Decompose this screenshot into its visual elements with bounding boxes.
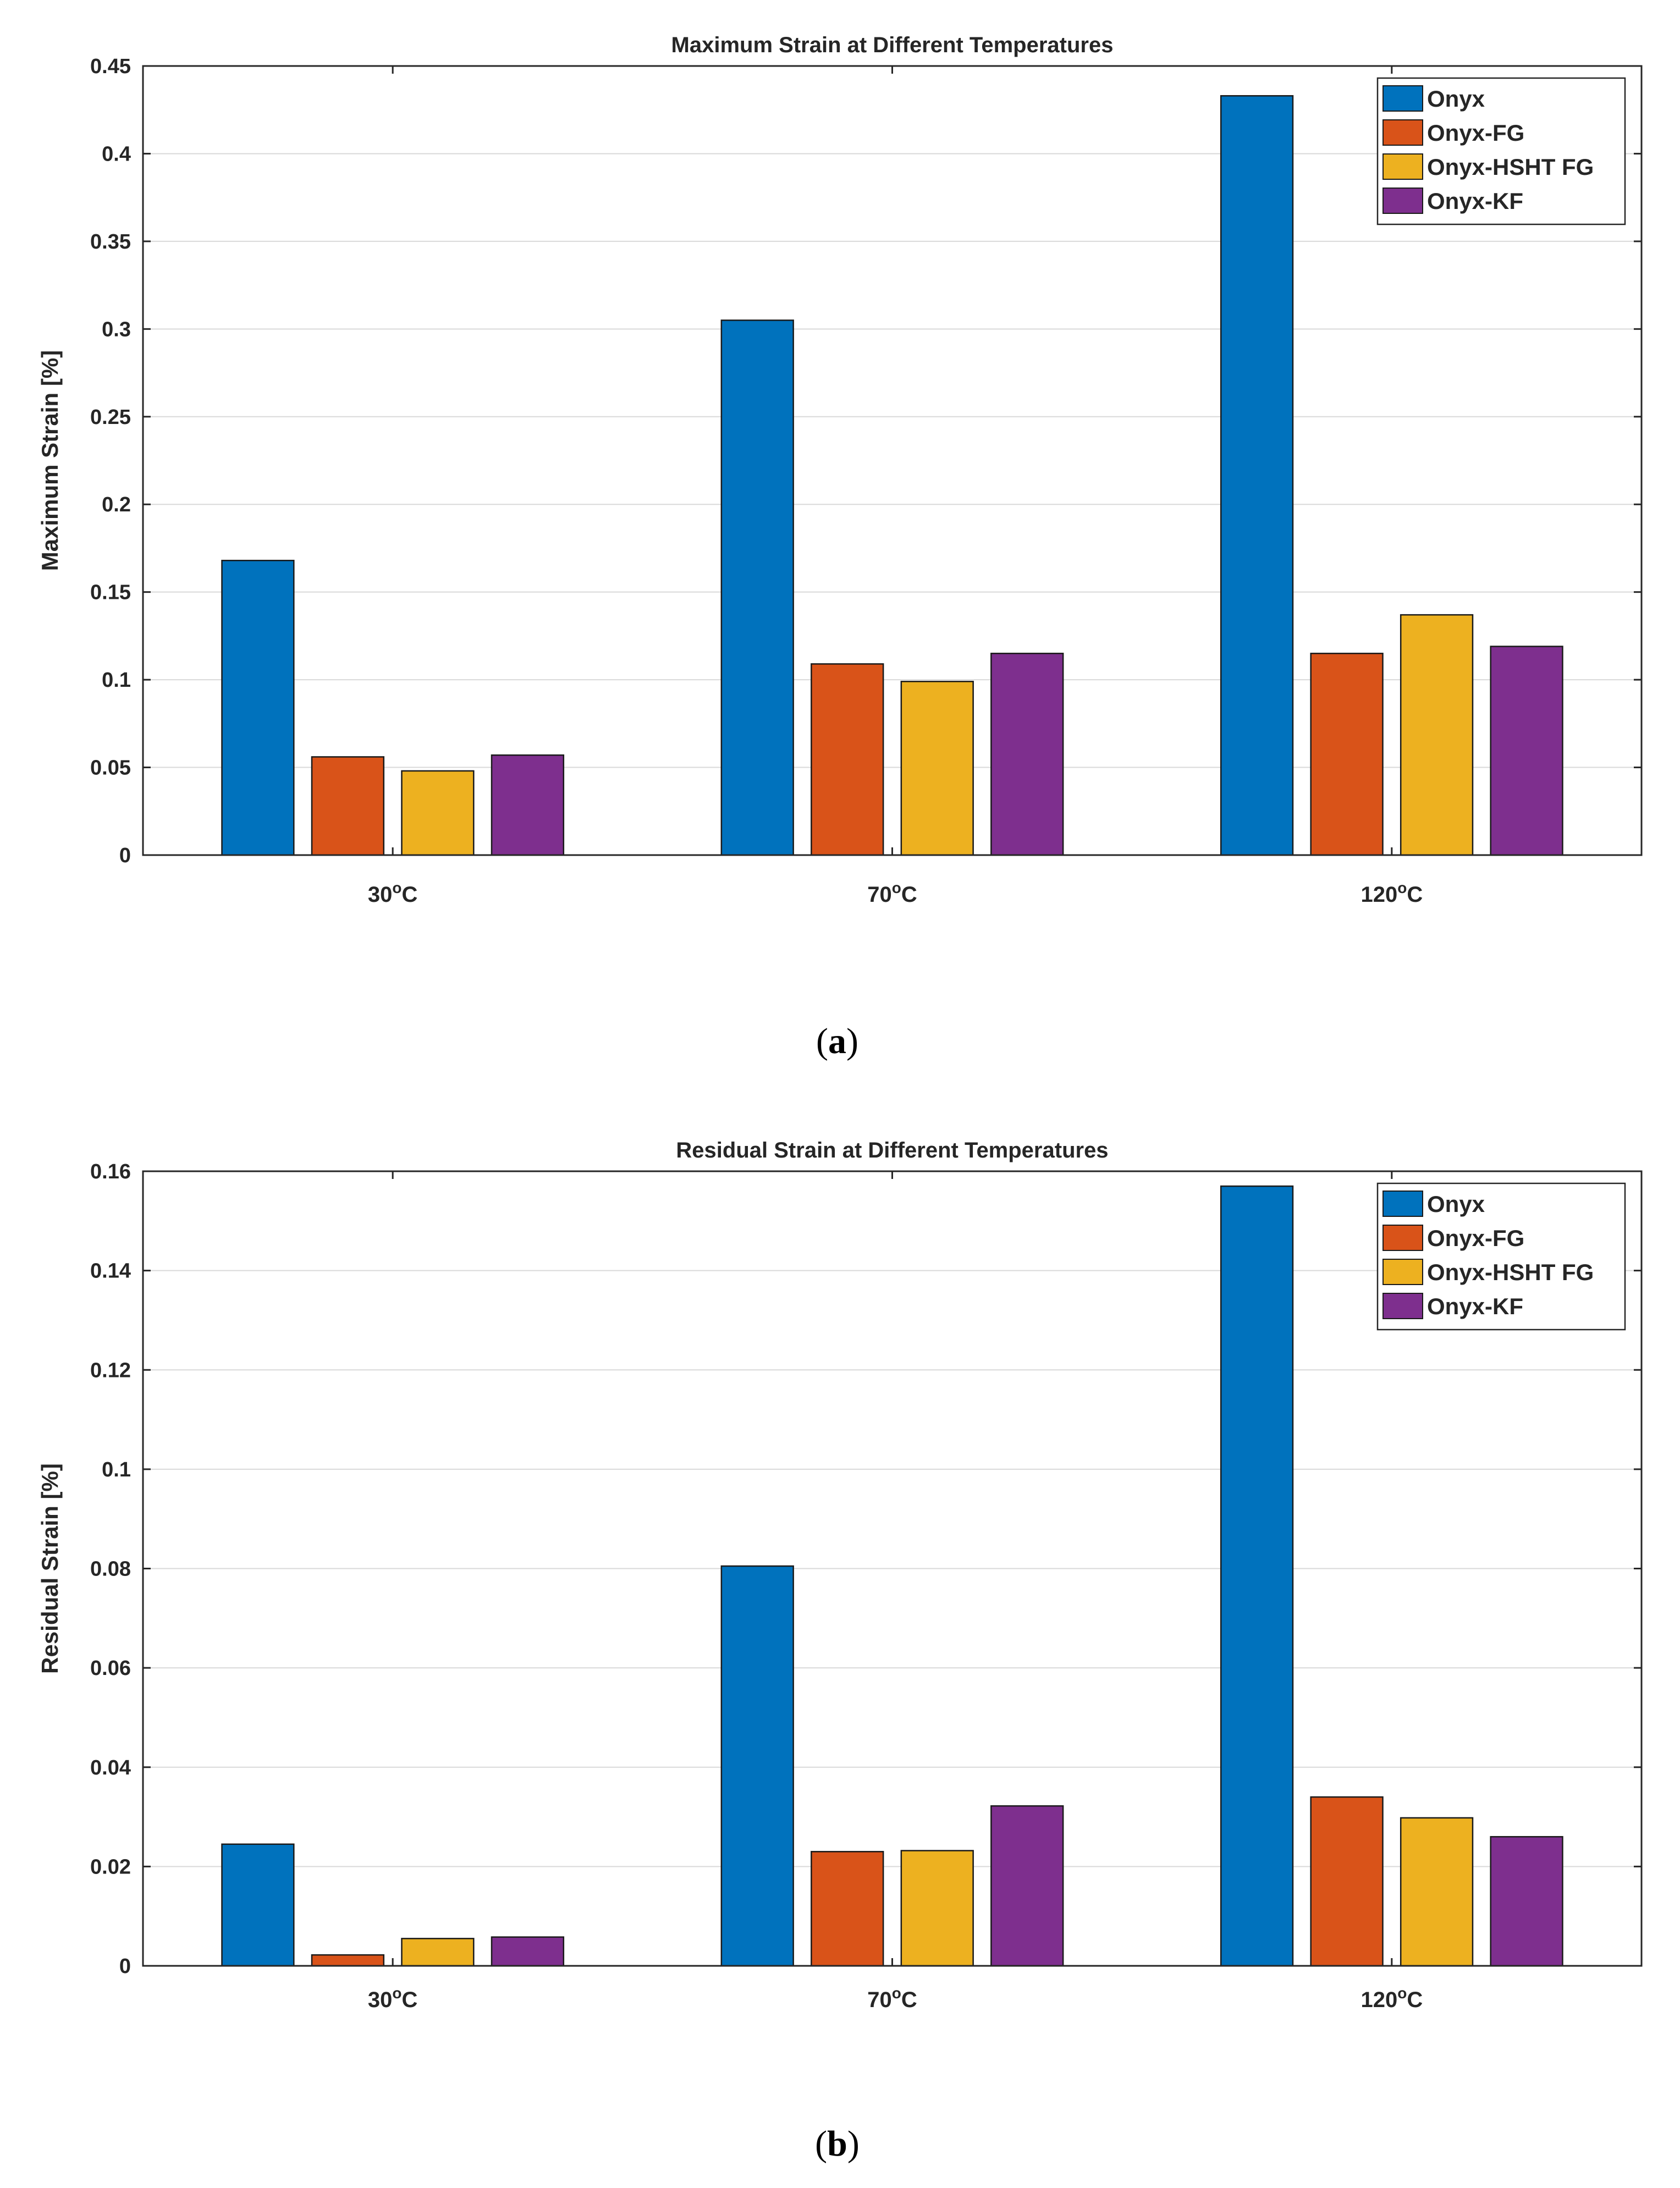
bar-onyx-fg-70 (811, 1851, 884, 1967)
bar-onyx-hsht-fg-30 (401, 770, 475, 856)
plot-frame (142, 1170, 1643, 1967)
x-tick-label: 70oC (867, 879, 917, 907)
bar-onyx-fg-120 (1310, 1796, 1384, 1967)
legend-entry: Onyx-KF (1427, 188, 1523, 214)
legend-entry: Onyx (1427, 1191, 1485, 1217)
y-tick-label: 0.1 (102, 1458, 131, 1481)
bar-onyx-kf-70 (990, 653, 1064, 856)
y-axis-label: Maximum Strain [%] (37, 350, 63, 571)
bar-onyx-fg-70 (811, 663, 884, 856)
bar-onyx-120 (1220, 95, 1294, 856)
legend-swatch (1382, 85, 1423, 112)
legend-entry: Onyx-HSHT FG (1427, 1259, 1594, 1285)
bar-onyx-hsht-fg-30 (401, 1938, 475, 1967)
x-tick-label: 120oC (1360, 1985, 1423, 2012)
legend-entry: Onyx-KF (1427, 1293, 1523, 1319)
y-tick-label: 0.1 (102, 669, 131, 692)
y-tick-label: 0.45 (90, 55, 131, 78)
bar-onyx-70 (720, 319, 794, 856)
y-tick-label: 0 (119, 844, 131, 867)
y-tick-label: 0.04 (90, 1756, 131, 1779)
panel-label: (b) (815, 2124, 860, 2164)
chart-title: Maximum Strain at Different Temperatures (671, 33, 1114, 57)
y-tick-label: 0.3 (102, 318, 131, 341)
legend-entry: Onyx (1427, 86, 1485, 112)
panel-label: (a) (816, 1021, 858, 1061)
bar-onyx-fg-30 (311, 1954, 385, 1967)
bar-onyx-kf-120 (1490, 1836, 1563, 1967)
y-axis-label: Residual Strain [%] (37, 1463, 63, 1674)
y-tick-label: 0.16 (90, 1160, 131, 1183)
y-tick-label: 0.2 (102, 493, 131, 516)
y-tick-label: 0.14 (90, 1260, 131, 1283)
chart-b: 0 0.02 0.04 0.06 0.08 0.1 0.12 0.14 0.16 30oC 70oC… (37, 1138, 1643, 2164)
bar-onyx-kf-30 (491, 754, 565, 856)
y-tick-label: 0.05 (90, 757, 131, 780)
bar-onyx-fg-30 (311, 756, 385, 856)
legend-swatch (1382, 1259, 1423, 1285)
legend-entry: Onyx-HSHT FG (1427, 154, 1594, 180)
legend-entry: Onyx-FG (1427, 1225, 1524, 1251)
bar-onyx-120 (1220, 1185, 1294, 1967)
y-tick-label: 0 (119, 1955, 131, 1978)
y-tick-label: 0.12 (90, 1359, 131, 1382)
legend-entry: Onyx-FG (1427, 120, 1524, 146)
x-tick-label: 70oC (867, 1985, 917, 2012)
bar-onyx-70 (720, 1565, 794, 1967)
bar-onyx-30 (221, 1843, 295, 1967)
x-tick-label: 30oC (368, 1985, 418, 2012)
y-tick-label: 0.35 (90, 230, 131, 253)
legend-swatch (1382, 1191, 1423, 1217)
y-tick-label: 0.02 (90, 1855, 131, 1878)
legend-swatch (1382, 119, 1423, 146)
x-tick-label: 120oC (1360, 879, 1423, 907)
legend-swatch (1382, 1225, 1423, 1251)
y-tick-label: 0.06 (90, 1657, 131, 1680)
bar-onyx-hsht-fg-70 (900, 1850, 974, 1967)
chart-title: Residual Strain at Different Temperature… (676, 1138, 1108, 1162)
chart-a: 0 0.05 0.1 0.15 0.2 0.25 0.3 0.35 0.4 0.45 30oC 70o… (37, 33, 1643, 1061)
y-tick-label: 0.25 (90, 406, 131, 429)
bar-onyx-kf-70 (990, 1805, 1064, 1967)
bar-onyx-hsht-fg-70 (900, 681, 974, 856)
y-tick-label: 0.15 (90, 581, 131, 604)
bar-onyx-30 (221, 560, 295, 856)
x-tick-label: 30oC (368, 879, 418, 907)
legend-swatch (1382, 188, 1423, 214)
bar-onyx-kf-30 (491, 1936, 565, 1967)
bar-onyx-hsht-fg-120 (1400, 614, 1474, 856)
bar-onyx-kf-120 (1490, 646, 1563, 856)
y-tick-label: 0.08 (90, 1558, 131, 1581)
y-tick-label: 0.4 (102, 142, 131, 166)
legend: Onyx Onyx-FG Onyx-HSHT FG Onyx-KF (1376, 1182, 1626, 1331)
legend: Onyx Onyx-FG Onyx-HSHT FG Onyx-KF (1376, 77, 1626, 225)
bar-onyx-hsht-fg-120 (1400, 1817, 1474, 1967)
legend-swatch (1382, 153, 1423, 180)
legend-swatch (1382, 1293, 1423, 1319)
bar-onyx-fg-120 (1310, 653, 1384, 856)
plot-frame (142, 65, 1643, 856)
